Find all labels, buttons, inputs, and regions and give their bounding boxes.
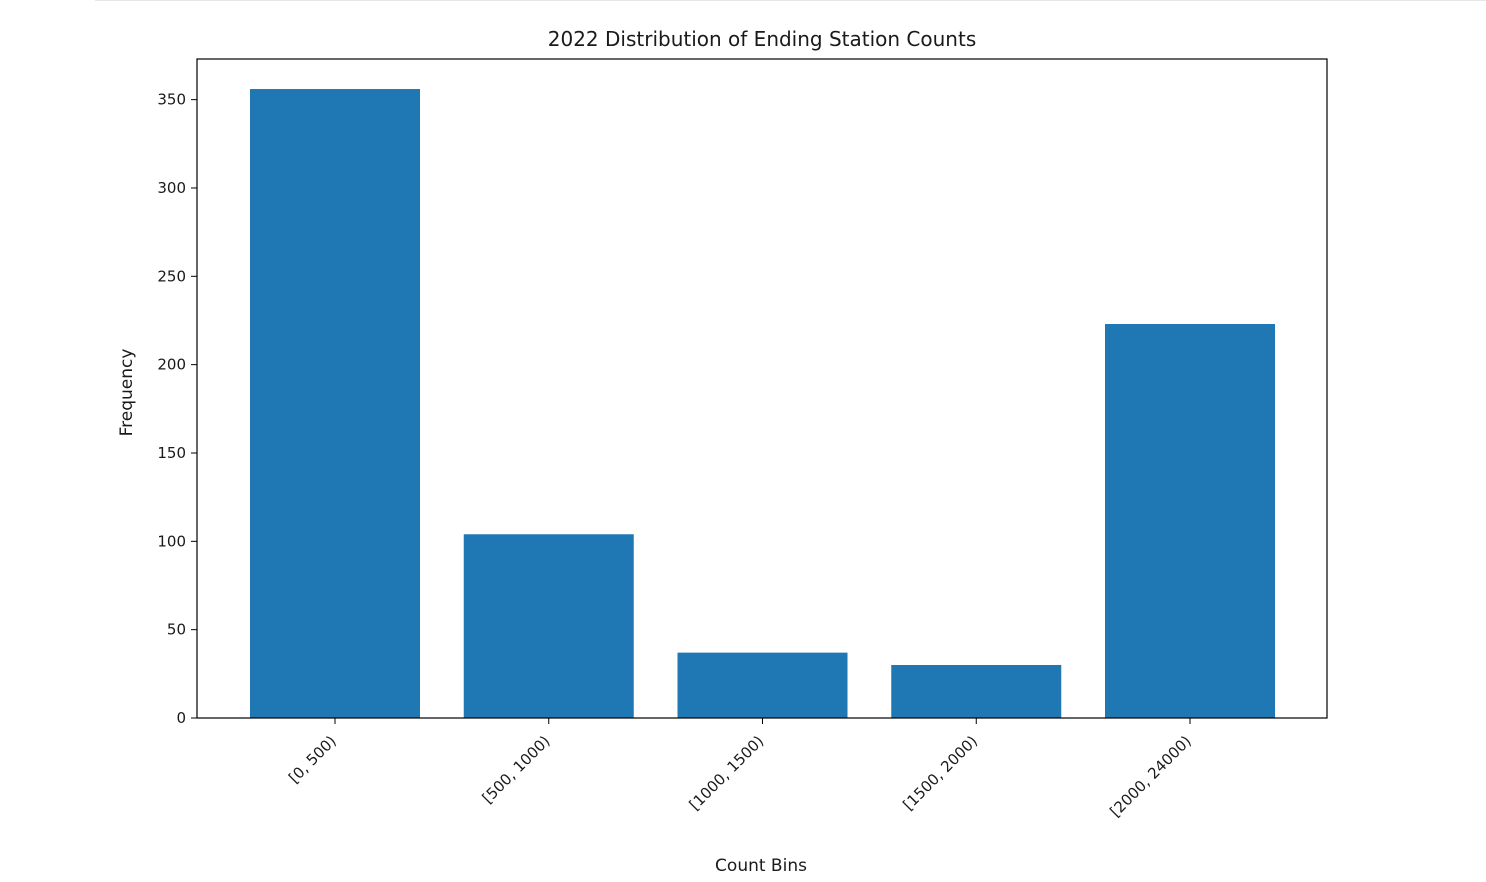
y-tick-label: 50 — [167, 621, 186, 639]
y-tick-label: 350 — [157, 91, 186, 109]
y-tick-label: 150 — [157, 444, 186, 462]
x-tick-label: [1000, 1500) — [686, 732, 768, 814]
bar — [463, 534, 634, 718]
y-tick-label: 0 — [176, 709, 186, 727]
x-tick-label: [500, 1000) — [479, 732, 554, 807]
bar — [1105, 324, 1275, 718]
x-tick-label: [1500, 2000) — [899, 732, 981, 814]
bar — [891, 664, 1062, 718]
bars — [250, 89, 1275, 718]
chart-title: 2022 Distribution of Ending Station Coun… — [548, 27, 977, 51]
cell-divider — [95, 0, 1486, 1]
y-tick-label: 200 — [157, 356, 186, 374]
y-axis-title: Frequency — [117, 349, 137, 437]
y-tick-label: 300 — [157, 179, 186, 197]
x-axis-title: Count Bins — [715, 856, 807, 876]
x-tick-label: [2000, 24000) — [1106, 732, 1194, 820]
x-tick-label: [0, 500) — [285, 732, 340, 787]
bar — [250, 89, 420, 718]
y-tick-label: 100 — [157, 532, 186, 550]
bar — [677, 652, 848, 718]
y-tick-label: 250 — [157, 267, 186, 285]
